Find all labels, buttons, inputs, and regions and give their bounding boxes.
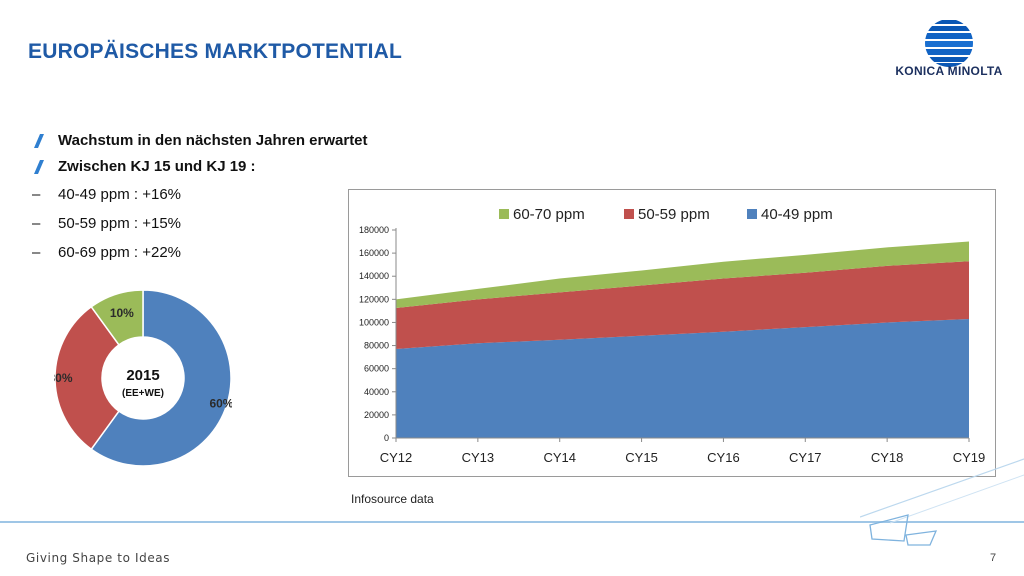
x-tick-label: CY14 — [543, 450, 576, 465]
legend-label: 60-70 ppm — [513, 206, 585, 223]
y-tick-label: 100000 — [359, 317, 389, 327]
donut-center-sublabel: (EE+WE) — [122, 388, 164, 399]
sub-bullet-item: – 60-69 ppm : +22% — [32, 238, 492, 267]
bullet-text: Wachstum in den nächsten Jahren erwartet — [58, 132, 368, 149]
area-series-60-70-ppm — [396, 241, 969, 308]
donut-slice — [90, 289, 144, 346]
y-tick-label: 80000 — [364, 341, 389, 351]
konica-minolta-globe-logo — [925, 19, 973, 67]
x-tick-label: CY13 — [462, 450, 495, 465]
legend-swatch — [624, 209, 634, 219]
dash-marker: – — [32, 215, 41, 232]
dash-marker: – — [32, 186, 41, 203]
sub-bullet-text: 50-59 ppm : +15% — [58, 215, 181, 232]
y-tick-label: 60000 — [364, 364, 389, 374]
donut-slice-label: 10% — [110, 306, 134, 320]
sub-bullet-text: 60-69 ppm : +22% — [58, 244, 181, 261]
y-tick-label: 0 — [384, 433, 389, 443]
x-tick-label: CY12 — [380, 450, 413, 465]
legend-label: 40-49 ppm — [761, 206, 833, 223]
sub-bullet-item: – 40-49 ppm : +16% — [32, 180, 492, 209]
dash-marker: – — [32, 244, 41, 261]
footer-divider — [0, 521, 1024, 523]
legend-item: 50-59 ppm — [624, 206, 710, 223]
sub-bullet-item: – 50-59 ppm : +15% — [32, 209, 492, 238]
donut-center-label: 2015 — [126, 367, 159, 384]
x-tick-label: CY15 — [625, 450, 658, 465]
area-series-40-49-ppm — [396, 318, 969, 438]
y-tick-label: 160000 — [359, 248, 389, 258]
x-tick-label: CY18 — [871, 450, 904, 465]
area-series-50-59-ppm — [396, 261, 969, 350]
legend-item: 60-70 ppm — [499, 206, 585, 223]
bullet-item: Zwischen KJ 15 und KJ 19 : — [32, 154, 492, 180]
bullet-list: Wachstum in den nächsten Jahren erwartet… — [32, 128, 492, 267]
page-number: 7 — [990, 552, 997, 564]
x-tick-label: CY16 — [707, 450, 740, 465]
bullet-item: Wachstum in den nächsten Jahren erwartet — [32, 128, 492, 154]
y-tick-label: 120000 — [359, 294, 389, 304]
slide-title: EUROPÄISCHES MARKTPOTENTIAL — [28, 40, 403, 63]
donut-slice — [54, 305, 120, 451]
legend-swatch — [747, 209, 757, 219]
donut-slice-label: 60% — [209, 396, 232, 410]
donut-chart: 60% 30% 10% 2015 (EE+WE) — [54, 289, 232, 467]
legend-item: 40-49 ppm — [747, 206, 833, 223]
bullet-text: Zwischen KJ 15 und KJ 19 : — [58, 158, 256, 175]
legend-label: 50-59 ppm — [638, 206, 710, 223]
y-tick-label: 180000 — [359, 225, 389, 235]
donut-slice — [90, 289, 232, 467]
legend-swatch — [499, 209, 509, 219]
y-tick-label: 40000 — [364, 387, 389, 397]
footer-tagline: Giving Shape to Ideas — [26, 551, 171, 565]
bullet-slash-icon — [34, 134, 44, 148]
decorative-shapes — [860, 458, 1024, 546]
x-tick-label: CY19 — [953, 450, 986, 465]
brand-name: KONICA MINOLTA — [895, 64, 1003, 78]
area-chart-frame: 0 20000 40000 60000 80000 100000 120000 140000 1… — [348, 189, 996, 477]
donut-slice-label: 30% — [54, 371, 73, 385]
bullet-slash-icon — [34, 160, 44, 174]
sub-bullet-text: 40-49 ppm : +16% — [58, 186, 181, 203]
source-note: Infosource data — [351, 492, 434, 506]
y-tick-label: 140000 — [359, 271, 389, 281]
y-tick-label: 20000 — [364, 410, 389, 420]
x-tick-label: CY17 — [789, 450, 822, 465]
stacked-area-chart: 0 20000 40000 60000 80000 100000 120000 140000 1… — [359, 206, 986, 465]
